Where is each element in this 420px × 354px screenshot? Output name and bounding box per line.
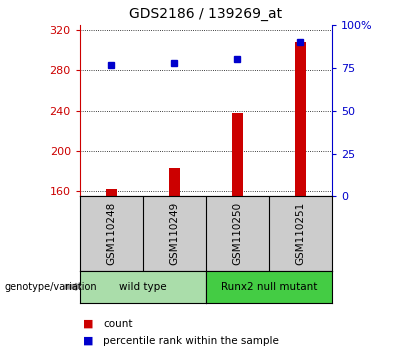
Bar <box>106 189 117 196</box>
Text: GSM110250: GSM110250 <box>232 202 242 265</box>
Bar <box>169 168 180 196</box>
Text: wild type: wild type <box>119 282 167 292</box>
Text: ■: ■ <box>83 319 94 329</box>
Text: Runx2 null mutant: Runx2 null mutant <box>220 282 317 292</box>
Text: count: count <box>103 319 132 329</box>
Title: GDS2186 / 139269_at: GDS2186 / 139269_at <box>129 7 282 21</box>
Bar <box>232 113 243 196</box>
Text: GSM110249: GSM110249 <box>169 202 179 265</box>
Text: ■: ■ <box>83 336 94 346</box>
Text: GSM110251: GSM110251 <box>295 202 305 265</box>
Text: GSM110248: GSM110248 <box>106 202 116 265</box>
Text: genotype/variation: genotype/variation <box>4 282 97 292</box>
Text: percentile rank within the sample: percentile rank within the sample <box>103 336 279 346</box>
Bar <box>295 42 306 196</box>
